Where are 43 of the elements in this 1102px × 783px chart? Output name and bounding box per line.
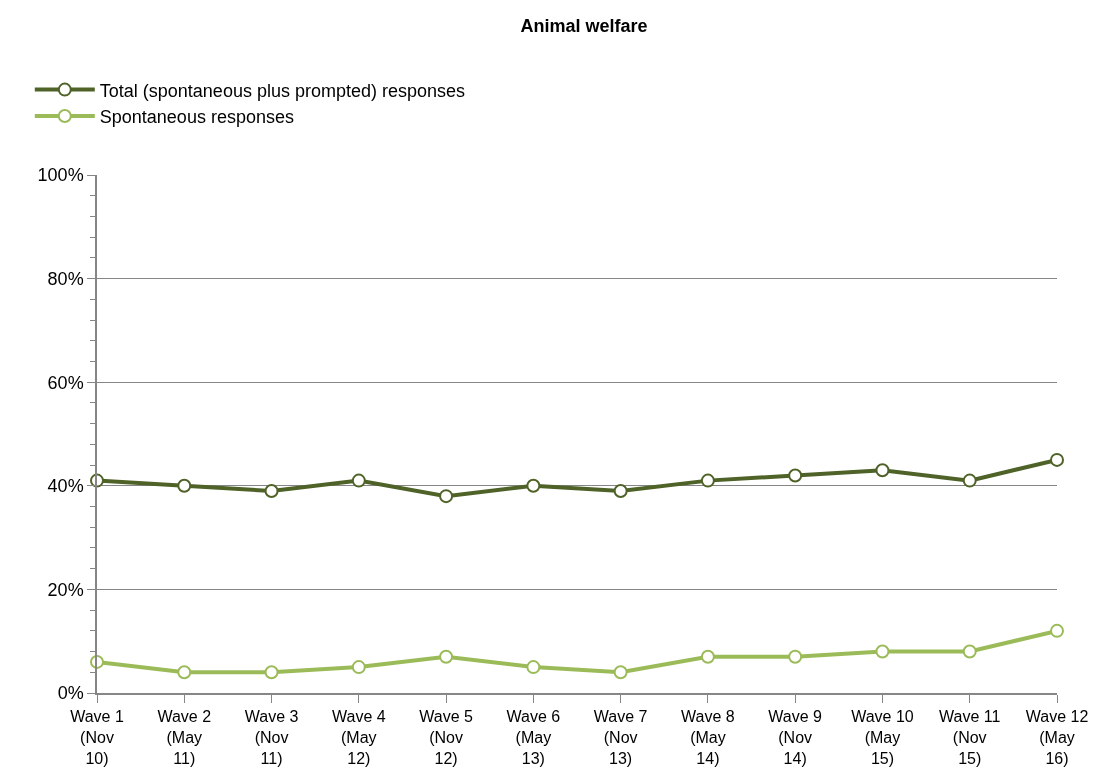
point — [177, 665, 192, 680]
point — [439, 489, 454, 504]
x-tick-label: Wave 3 (Nov 11) — [244, 707, 299, 767]
point — [875, 644, 890, 659]
x-tick-label: Wave 5 (Nov 12) — [419, 707, 474, 767]
point — [439, 649, 454, 664]
x-tick-label: Wave 7 (Nov 13) — [593, 707, 648, 767]
x-tick-label: Wave 1 (Nov 10) — [70, 707, 124, 767]
point — [177, 478, 192, 493]
x-tick-label: Wave 12 (May 16) — [1025, 707, 1089, 767]
point — [788, 468, 803, 483]
legend-label: Total (spontaneous plus prompted) responses — [99, 80, 466, 101]
point — [962, 644, 977, 659]
point — [962, 473, 977, 488]
x-tick-label: Wave 8 (May 14) — [681, 707, 735, 767]
point — [700, 649, 715, 664]
x-tick-label: Wave 9 (Nov 14) — [768, 707, 823, 767]
point — [264, 483, 279, 498]
y-tick-label: 100% — [37, 165, 84, 186]
point — [875, 463, 890, 478]
point — [264, 665, 279, 680]
x-tick-label: Wave 11 (Nov 15) — [939, 707, 1001, 767]
point — [351, 473, 366, 488]
x-tick-label: Wave 2 (May 11) — [157, 707, 212, 767]
y-tick-label: 20% — [47, 579, 84, 600]
point — [700, 473, 715, 488]
y-tick-label: 80% — [47, 268, 84, 289]
point — [1050, 623, 1064, 638]
y-tick-label: 60% — [47, 372, 84, 393]
y-tick-label: 0% — [57, 683, 84, 704]
point — [613, 483, 628, 498]
point — [351, 660, 366, 675]
x-tick-label: Wave 4 (May 12) — [331, 707, 386, 767]
point — [526, 660, 541, 675]
point — [1050, 452, 1064, 467]
x-tick-label: Wave 10 (May 15) — [851, 707, 914, 767]
y-tick-label: 40% — [47, 476, 84, 497]
point — [788, 649, 803, 664]
legend-label: Spontaneous responses — [99, 107, 294, 128]
point — [613, 665, 628, 680]
chart-title: Animal welfare — [520, 16, 648, 37]
point — [526, 478, 541, 493]
x-tick-label: Wave 6 (May 13) — [506, 707, 561, 767]
